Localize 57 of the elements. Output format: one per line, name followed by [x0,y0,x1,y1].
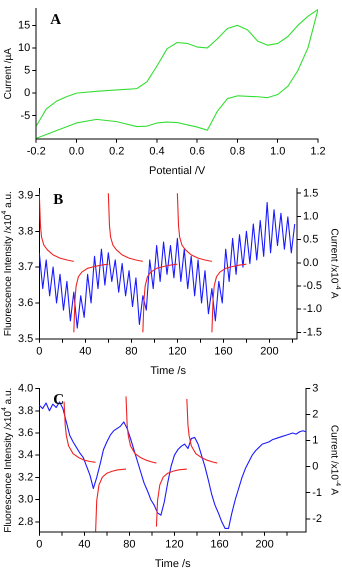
x-tick-label: 0.0 [68,145,84,158]
y2-tick-label: -0.5 [303,280,322,292]
x-tick-label: 0.8 [230,145,246,158]
x-tick-label: 200 [255,538,274,550]
y-tick-label: 10 [18,42,30,54]
y-tick-label: 3.4 [18,449,34,462]
y2-tick-label: 0 [312,460,318,473]
x-tick-label: 0 [36,538,42,550]
x-tick-label: 120 [168,345,187,358]
x-tick-label: 0.6 [190,145,205,158]
y-tick-label: 3.0 [18,494,34,506]
y-tick-label: 4.0 [18,382,34,395]
annotation: B [53,192,64,208]
x-tick-label: 200 [260,345,279,358]
y-tick-label: 3.7 [18,261,34,274]
x-axis-title: Time /s [150,365,186,378]
y-tick-label: 3.5 [18,332,34,345]
y2-tick-label: -2 [312,512,322,525]
x-tick-label: -0.2 [26,145,46,158]
x-tick-label: 40 [79,345,92,358]
y2-tick-label: 2 [312,408,318,421]
x-tick-label: 80 [125,345,138,358]
y2-tick-label: 1 [312,434,318,447]
y2-tick-label: 3 [312,382,318,395]
y-tick-label: 5 [24,64,30,77]
y-tick-label: 2.8 [18,516,34,528]
x-tick-label: 160 [210,538,229,550]
x-tick-label: 40 [78,538,90,550]
y2-tick-label: 0.5 [303,234,318,246]
y-tick-label: 3.6 [18,427,34,440]
x-tick-label: 0.2 [109,145,124,158]
y-tick-label: 3.6 [18,296,34,309]
x-tick-label: 1.0 [270,145,286,158]
y2-tick-label: -1.5 [303,326,322,338]
x-tick-label: 0 [36,345,42,358]
y-tick-label: 15 [18,19,30,32]
y-tick-label: 3.2 [18,471,34,484]
y2-tick-label: -1 [312,486,322,499]
x-tick-label: 80 [123,538,136,550]
y-tick-label: 0 [24,87,30,100]
x-tick-label: 160 [214,345,233,358]
y2-tick-label: -1.0 [303,303,322,316]
x-tick-label: 0.4 [149,145,165,158]
x-axis-title: Time /s [154,558,192,570]
y-tick-label: 3.8 [18,225,34,238]
y-axis-title: Current /µA [2,48,14,100]
x-tick-label: 1.2 [310,145,326,158]
y-tick-label: 3.9 [18,189,34,202]
annotation: C [53,392,64,408]
x-tick-label: 120 [165,538,184,550]
y-tick-label: 3.8 [18,404,34,417]
y2-tick-label: 0.0 [303,256,318,269]
y2-tick-label: 1.0 [303,210,318,222]
y2-tick-label: 1.5 [303,187,318,200]
y-tick-label: -5 [20,110,30,122]
x-axis-title: Potential /V [148,165,206,178]
annotation: A [50,12,62,28]
